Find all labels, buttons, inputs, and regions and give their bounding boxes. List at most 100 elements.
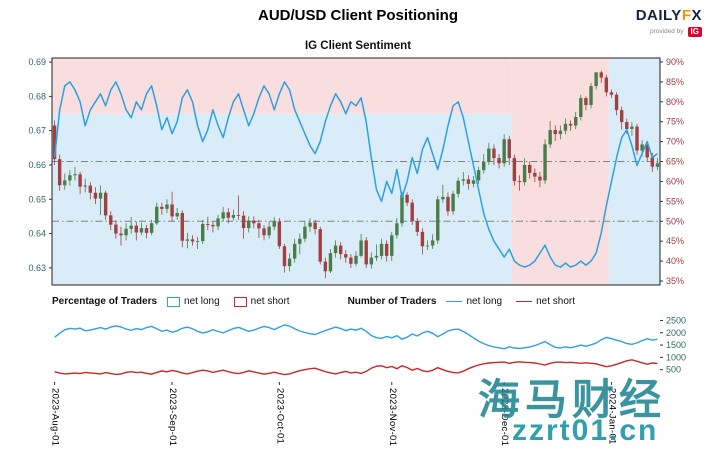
candle-body bbox=[420, 231, 425, 247]
traders-net-short-line bbox=[54, 359, 658, 376]
candle-body bbox=[282, 246, 287, 267]
candle-body bbox=[379, 243, 384, 256]
candle-body bbox=[619, 110, 624, 123]
x-axis-label: 2023-Oct-01 bbox=[274, 388, 286, 445]
pct-tick-label: 50% bbox=[666, 216, 684, 226]
legend-pct-title: Percentage of Traders bbox=[52, 296, 158, 307]
candle-body bbox=[390, 235, 394, 256]
candle-body bbox=[272, 221, 276, 227]
candle-body bbox=[216, 218, 220, 227]
logo-daily-text: DAILY bbox=[635, 7, 682, 24]
logo-x-text: X bbox=[691, 7, 702, 24]
price-tick-label: 0.68 bbox=[28, 91, 46, 101]
candle-body bbox=[119, 233, 123, 236]
candle-body bbox=[226, 212, 230, 218]
candle-body bbox=[589, 86, 593, 105]
candle-body bbox=[614, 94, 619, 111]
candle-body bbox=[630, 126, 634, 129]
pct-tick-label: 55% bbox=[666, 196, 684, 206]
traders-net-long-line bbox=[54, 324, 658, 350]
pct-tick-label: 80% bbox=[666, 97, 684, 107]
ig-logo: IG bbox=[687, 26, 702, 37]
sentiment-price-chart: 0.69 0.68 0.67 0.66 0.65 0.64 0.63 90% 85% 80% 75%… bbox=[28, 57, 684, 286]
candle-body bbox=[144, 228, 149, 233]
candle-body bbox=[267, 226, 271, 236]
legend-num-netlong-swatch bbox=[446, 301, 463, 302]
traders-tick-label: 2000 bbox=[666, 328, 686, 338]
candle-body bbox=[185, 239, 190, 241]
candle-body bbox=[599, 72, 603, 78]
price-tick-label: 0.67 bbox=[28, 126, 46, 136]
candle-body bbox=[170, 204, 174, 217]
legend-num-netshort-label: net short bbox=[536, 296, 575, 307]
candle-body bbox=[262, 228, 266, 236]
candle-body bbox=[109, 215, 113, 225]
candle-body bbox=[395, 223, 399, 236]
candle-body bbox=[338, 245, 343, 255]
legend-num-netlong-label: net long bbox=[466, 296, 503, 307]
candle-body bbox=[165, 204, 169, 209]
candle-body bbox=[573, 116, 578, 126]
x-axis-labels: 2023-Aug-01 2023-Sep-01 2023-Oct-01 2023-No… bbox=[0, 388, 716, 460]
candle-body bbox=[303, 226, 307, 239]
candle-body bbox=[533, 172, 537, 177]
candle-body bbox=[456, 180, 460, 194]
candle-body bbox=[538, 176, 542, 181]
pct-tick-label: 65% bbox=[666, 157, 684, 167]
candle-body bbox=[482, 161, 486, 171]
candle-body bbox=[476, 170, 481, 181]
candle-body bbox=[287, 258, 292, 267]
candle-body bbox=[292, 243, 297, 259]
signal-band-red bbox=[511, 58, 609, 285]
candle-body bbox=[83, 185, 87, 187]
candle-body bbox=[103, 192, 108, 216]
candle-body bbox=[635, 126, 639, 151]
candle-body bbox=[328, 253, 333, 272]
candle-body bbox=[98, 192, 103, 199]
candle-body bbox=[655, 163, 660, 167]
candle-body bbox=[195, 241, 200, 242]
dailyfx-logo: DAILYFX provided by IG bbox=[635, 7, 702, 37]
price-axis: 0.69 0.68 0.67 0.66 0.65 0.64 0.63 bbox=[28, 57, 52, 273]
traders-tick-label: 500 bbox=[666, 365, 681, 375]
candle-body bbox=[333, 245, 338, 254]
candle-body bbox=[354, 255, 358, 264]
candle-body bbox=[93, 192, 98, 199]
chart-subtitle: IG Client Sentiment bbox=[304, 40, 412, 52]
candle-body bbox=[497, 158, 501, 164]
watermark-url: zzrt01.cn bbox=[512, 414, 659, 447]
candle-body bbox=[507, 139, 511, 159]
legend-num-netshort-swatch bbox=[516, 301, 533, 302]
candle-body bbox=[405, 194, 409, 203]
traders-tick-label: 1000 bbox=[666, 352, 686, 362]
plot-frame bbox=[51, 57, 661, 286]
traders-axis: 2500 2000 1500 1000 500 bbox=[660, 315, 686, 375]
candle-body bbox=[236, 215, 241, 216]
candle-body bbox=[640, 144, 644, 151]
candle-body bbox=[247, 220, 251, 229]
sentiment-net-long-line bbox=[53, 81, 658, 268]
number-of-traders-chart: 2500 2000 1500 1000 500 bbox=[54, 315, 686, 385]
legend-pct-netlong-swatch bbox=[167, 296, 181, 307]
candle-body bbox=[558, 130, 563, 135]
candle-body bbox=[410, 202, 414, 222]
candle-body bbox=[650, 157, 655, 167]
candle-body bbox=[206, 223, 210, 225]
candle-body bbox=[78, 174, 82, 187]
signal-band-red bbox=[52, 58, 512, 114]
pct-tick-label: 85% bbox=[666, 77, 684, 87]
candle-body bbox=[155, 206, 159, 224]
price-tick-label: 0.65 bbox=[28, 194, 46, 204]
candle-body bbox=[149, 223, 154, 233]
candle-body bbox=[175, 212, 179, 217]
candle-body bbox=[584, 98, 588, 105]
candle-body bbox=[625, 122, 629, 129]
candle-body bbox=[68, 175, 72, 181]
candle-body bbox=[190, 239, 195, 242]
candle-body bbox=[548, 130, 552, 145]
x-axis-label: 2023-Nov-01 bbox=[386, 388, 398, 447]
traders-tick-label: 1500 bbox=[666, 340, 686, 350]
candle-body bbox=[257, 223, 261, 229]
legend-num-title: Number of Traders bbox=[347, 296, 437, 307]
candle-body bbox=[517, 181, 522, 183]
